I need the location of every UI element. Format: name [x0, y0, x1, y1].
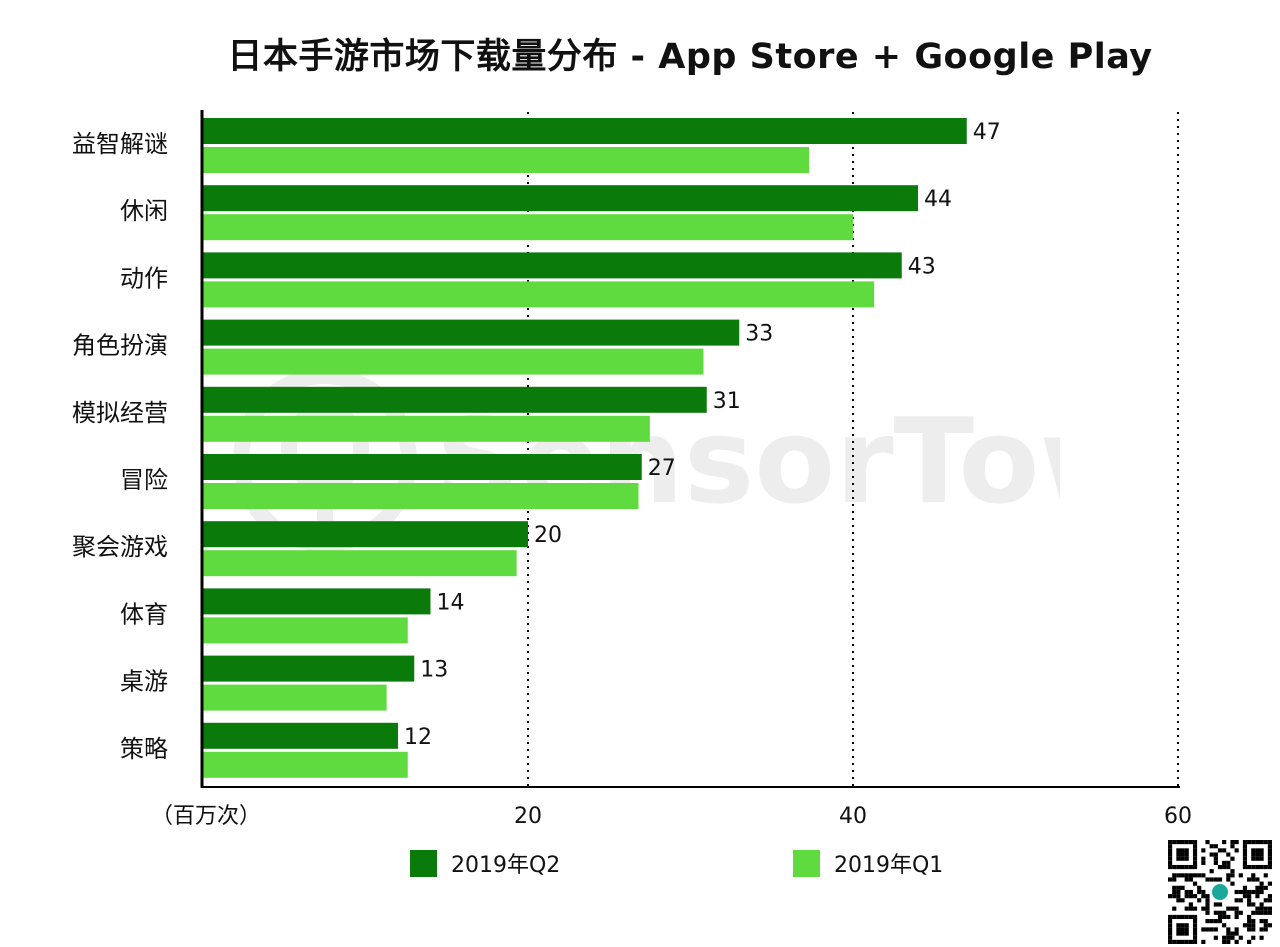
- data-label: 44: [924, 187, 952, 212]
- category-label: 体育: [120, 600, 168, 628]
- x-tick-label-40: 40: [839, 804, 867, 829]
- bar-q2: [203, 454, 642, 480]
- legend-label-q1: 2019年Q1: [834, 853, 944, 878]
- bar-q1: [203, 483, 639, 509]
- data-label: 14: [437, 590, 465, 615]
- category-label: 动作: [120, 264, 168, 292]
- legend-swatch-q2: [410, 849, 437, 877]
- legend-swatch-q1: [793, 849, 820, 877]
- bar-q2: [203, 722, 398, 749]
- category-label: 策略: [120, 735, 168, 763]
- data-label: 31: [713, 389, 741, 414]
- data-label: 47: [973, 120, 1001, 145]
- x-tick-label-60: 60: [1164, 804, 1192, 829]
- category-label: 冒险: [120, 466, 168, 494]
- legend-item-q1: 2019年Q1: [793, 847, 943, 879]
- data-label: 43: [908, 254, 936, 279]
- bar-q2: [203, 118, 967, 144]
- bar-q2: [203, 588, 431, 615]
- category-label: 模拟经营: [72, 399, 168, 427]
- qr-code: [1168, 840, 1272, 944]
- bar-q1: [203, 281, 875, 308]
- legend-item-q2: 2019年Q2: [410, 847, 560, 879]
- data-label: 13: [420, 658, 448, 683]
- legend-label-q2: 2019年Q2: [451, 853, 561, 878]
- x-axis-unit-label: （百万次）: [151, 804, 261, 829]
- bar-q1: [203, 147, 810, 173]
- category-label: 角色扮演: [72, 332, 168, 360]
- bar-q2: [203, 252, 902, 279]
- bar-q2: [203, 319, 740, 346]
- qr-logo-icon: [1210, 882, 1230, 902]
- category-label: 桌游: [120, 668, 168, 696]
- data-label: 33: [745, 322, 773, 347]
- x-tick-label-20: 20: [514, 804, 542, 829]
- bar-q2: [203, 185, 918, 212]
- bar-q1: [203, 617, 408, 644]
- bar-q1: [203, 550, 517, 577]
- bar-q1: [203, 684, 387, 711]
- category-label: 聚会游戏: [72, 533, 168, 561]
- category-label: 休闲: [120, 197, 168, 225]
- data-label: 20: [534, 523, 562, 548]
- chart-title: 日本手游市场下载量分布 - App Store + Google Play: [227, 37, 1153, 77]
- data-label: 12: [404, 725, 432, 750]
- bar-q2: [203, 386, 707, 413]
- bar-q1: [203, 751, 408, 778]
- bar-q2: [203, 655, 415, 682]
- category-label: 益智解谜: [72, 130, 168, 158]
- bar-q1: [203, 348, 704, 375]
- bar-q2: [203, 521, 528, 548]
- data-label: 27: [648, 456, 676, 481]
- bar-q1: [203, 415, 650, 442]
- bar-q1: [203, 214, 853, 241]
